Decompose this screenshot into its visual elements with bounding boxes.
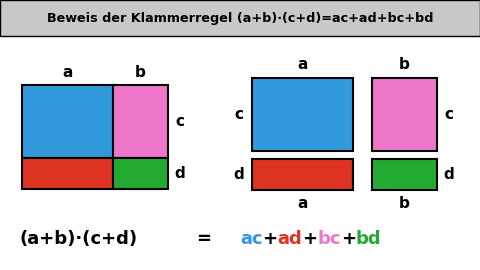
Bar xyxy=(0,0,480,36)
Text: (a+b)·(c+d): (a+b)·(c+d) xyxy=(19,230,137,248)
Bar xyxy=(113,85,168,158)
Bar xyxy=(22,85,113,158)
Text: bc: bc xyxy=(317,230,341,248)
Bar xyxy=(22,158,113,189)
Text: a: a xyxy=(62,65,72,80)
Text: c: c xyxy=(234,107,243,122)
Text: c: c xyxy=(176,114,184,129)
Text: d: d xyxy=(233,167,244,182)
Bar xyxy=(252,159,353,190)
Bar xyxy=(113,158,168,189)
Text: d: d xyxy=(444,167,454,182)
Text: +: + xyxy=(263,230,277,248)
Text: +: + xyxy=(341,230,356,248)
Text: Beweis der Klammerregel (a+b)·(c+d)=ac+ad+bc+bd: Beweis der Klammerregel (a+b)·(c+d)=ac+a… xyxy=(47,12,433,25)
Bar xyxy=(372,159,437,190)
Text: b: b xyxy=(399,196,410,211)
Text: c: c xyxy=(444,107,453,122)
Text: d: d xyxy=(175,166,185,181)
Text: b: b xyxy=(135,65,146,80)
Text: ad: ad xyxy=(277,230,302,248)
Text: =: = xyxy=(196,230,212,248)
Text: b: b xyxy=(399,57,410,72)
Bar xyxy=(252,78,353,151)
Text: +: + xyxy=(302,230,317,248)
Text: a: a xyxy=(297,57,308,72)
Bar xyxy=(372,78,437,151)
Text: ac: ac xyxy=(240,230,263,248)
Text: a: a xyxy=(297,196,308,211)
Text: bd: bd xyxy=(356,230,382,248)
